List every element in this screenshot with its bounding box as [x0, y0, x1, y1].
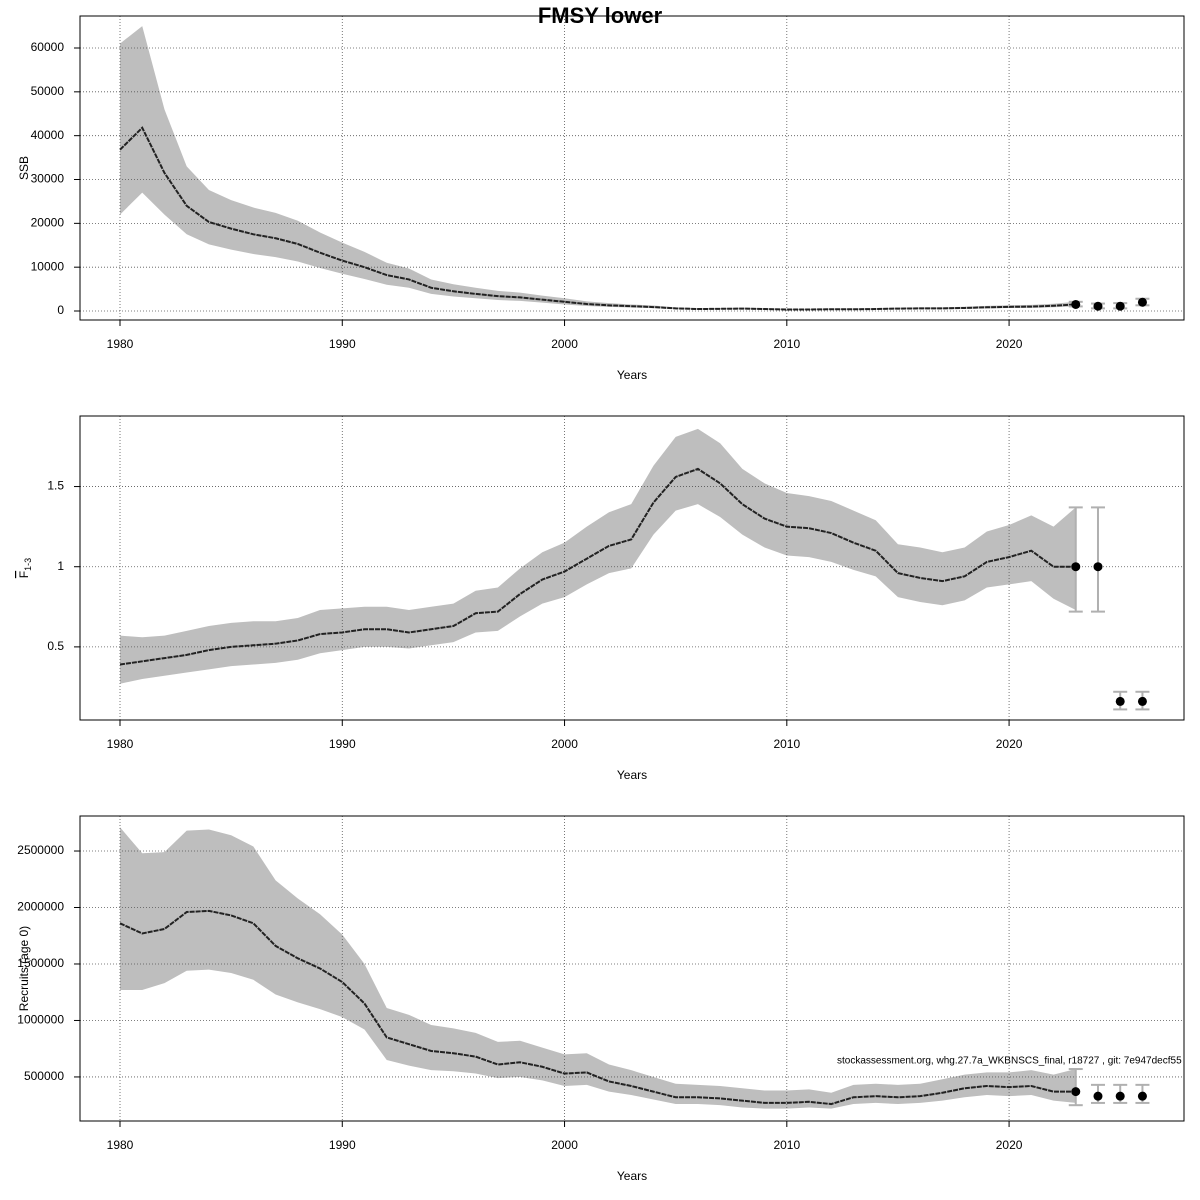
y-tick-label: 500000	[24, 1069, 64, 1083]
x-tick-label: 2020	[996, 337, 1023, 351]
y-tick-label: 1000000	[17, 1013, 64, 1027]
y-tick-label: 1.5	[47, 479, 64, 493]
confidence-band	[120, 428, 1076, 684]
x-tick-label: 1980	[107, 1138, 134, 1152]
y-axis-label-main: F	[17, 571, 31, 578]
projection-point	[1093, 1091, 1103, 1101]
projection-point	[1071, 1087, 1081, 1097]
x-axis-label: Years	[617, 768, 647, 782]
y-tick-label: 40000	[31, 128, 65, 142]
x-tick-label: 1990	[329, 337, 356, 351]
x-tick-label: 2010	[773, 1138, 800, 1152]
y-tick-label: 0.5	[47, 639, 64, 653]
y-axis-label-main: SSB	[17, 156, 31, 180]
estimate-line	[119, 467, 1076, 666]
source-note: stockassessment.org, whg.27.7a_WKBNSCS_f…	[837, 1056, 1182, 1067]
projection-point	[1071, 562, 1081, 572]
x-tick-label: 1980	[107, 337, 134, 351]
y-axis-label: Recruits (age 0)	[17, 926, 31, 1011]
x-tick-label: 2010	[773, 737, 800, 751]
projection-point	[1137, 696, 1147, 706]
projection-point	[1093, 301, 1103, 311]
projection-point	[1137, 297, 1147, 307]
x-tick-label: 2000	[551, 337, 578, 351]
projection-point	[1115, 301, 1125, 311]
y-tick-label: 10000	[31, 259, 65, 273]
estimate-line	[119, 126, 1076, 311]
plot-frame	[79, 15, 1185, 321]
y-tick-label: 2000000	[17, 900, 64, 914]
x-axis-label: Years	[617, 368, 647, 382]
y-axis-label: F1-3	[17, 558, 33, 578]
x-axis-label: Years	[617, 1169, 647, 1183]
y-tick-label: 30000	[31, 172, 65, 186]
projection-point	[1115, 696, 1125, 706]
y-axis-label: SSB	[17, 156, 31, 180]
projection-point	[1093, 562, 1103, 572]
projection-point	[1115, 1091, 1125, 1101]
x-tick-label: 2020	[996, 1138, 1023, 1152]
figure-title: FMSY lower	[538, 3, 663, 28]
projection-point	[1071, 299, 1081, 309]
y-tick-label: 0	[57, 303, 64, 317]
x-tick-label: 1990	[329, 737, 356, 751]
y-tick-label: 1500000	[17, 956, 64, 970]
y-tick-label: 20000	[31, 216, 65, 230]
x-tick-label: 2010	[773, 337, 800, 351]
x-tick-label: 1990	[329, 1138, 356, 1152]
y-tick-label: 2500000	[17, 843, 64, 857]
y-axis-label-subscript: 1-3	[23, 558, 33, 571]
x-tick-label: 2000	[551, 1138, 578, 1152]
y-tick-label: 60000	[31, 40, 65, 54]
confidence-band	[120, 827, 1076, 1109]
y-axis-label-main: Recruits (age 0)	[17, 926, 31, 1011]
x-tick-label: 1980	[107, 737, 134, 751]
projection-point	[1137, 1091, 1147, 1101]
y-tick-label: 1	[57, 559, 64, 573]
estimate-line	[119, 909, 1076, 1106]
plot-frame	[79, 415, 1185, 721]
x-tick-label: 2020	[996, 737, 1023, 751]
x-tick-label: 2000	[551, 737, 578, 751]
plot-frame	[79, 815, 1185, 1122]
y-tick-label: 50000	[31, 84, 65, 98]
